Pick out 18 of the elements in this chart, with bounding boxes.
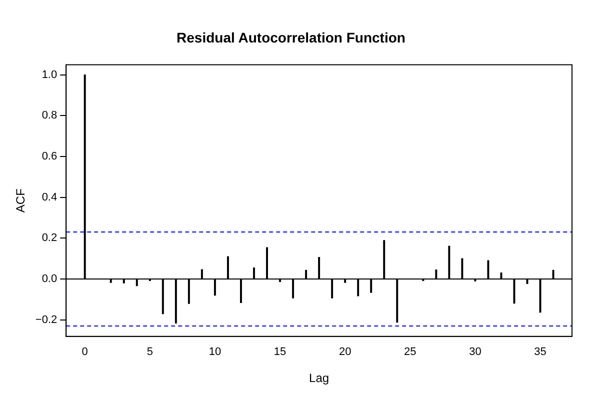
x-tick-label: 5 [146, 346, 153, 358]
y-tick-label: 1.0 [42, 68, 58, 81]
y-tick-label: 0.2 [42, 232, 58, 244]
y-tick-label: 0.8 [42, 110, 58, 122]
x-tick-label: 35 [534, 346, 546, 358]
x-tick-label: 25 [404, 346, 416, 358]
y-tick-label: 0.6 [42, 150, 58, 163]
x-tick-label: 0 [82, 346, 88, 358]
y-axis-title: ACF [14, 188, 28, 213]
x-tick-label: 10 [208, 346, 222, 358]
x-tick-label: 20 [338, 346, 352, 358]
chart-title: Residual Autocorrelation Function [176, 29, 406, 46]
x-tick-label: 30 [469, 346, 482, 358]
x-tick-label: 15 [274, 346, 286, 358]
y-tick-label: 0.0 [42, 273, 58, 286]
y-tick-label: 0.4 [42, 191, 58, 204]
x-axis-title: Lag [309, 371, 330, 386]
y-tick-label: −0.2 [35, 314, 58, 326]
